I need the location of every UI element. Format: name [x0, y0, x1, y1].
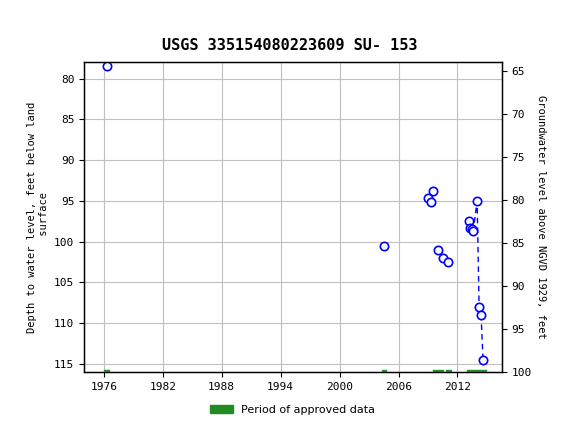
Text: USGS 335154080223609 SU- 153: USGS 335154080223609 SU- 153 [162, 38, 418, 52]
Y-axis label: Depth to water level, feet below land
 surface: Depth to water level, feet below land su… [27, 101, 49, 333]
Y-axis label: Groundwater level above NGVD 1929, feet: Groundwater level above NGVD 1929, feet [535, 95, 546, 339]
Text: ▒USGS: ▒USGS [9, 6, 63, 27]
Legend: Period of approved data: Period of approved data [206, 400, 380, 419]
